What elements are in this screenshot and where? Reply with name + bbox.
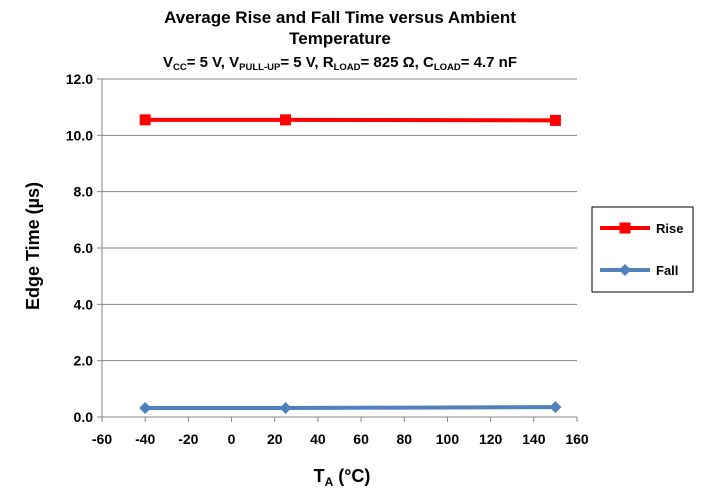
- x-tick-label: -20: [178, 431, 198, 447]
- legend-marker-rise: [619, 222, 631, 234]
- x-tick-label: 0: [228, 431, 236, 447]
- chart-conditions: VCC= 5 V, VPULL-UP= 5 V, RLOAD= 825 Ω, C…: [163, 54, 517, 73]
- data-point-fall: [549, 401, 562, 414]
- data-point-fall: [279, 401, 292, 414]
- y-tick-label: 0.0: [74, 409, 94, 425]
- y-tick-label: 10.0: [66, 127, 93, 143]
- x-tick-label: 20: [267, 431, 283, 447]
- data-point-rise: [549, 114, 561, 126]
- legend-marker-fall: [619, 264, 631, 276]
- x-tick-label: -60: [92, 431, 112, 447]
- series-line-fall: [145, 405, 556, 410]
- legend: Rise Fall: [591, 206, 694, 293]
- x-tick-label: 100: [436, 431, 460, 447]
- y-tick-labels: 0.0 2.0 4.0 6.0 8.0 10.0 12.0: [66, 71, 93, 425]
- chart-title-line1: Average Rise and Fall Time versus Ambien…: [164, 8, 516, 27]
- x-tick-label: 40: [310, 431, 326, 447]
- y-axis-title: Edge Time (µs): [23, 182, 43, 310]
- x-tick-label: 80: [396, 431, 412, 447]
- y-tick-label: 12.0: [66, 71, 93, 87]
- x-tick-label: 140: [522, 431, 546, 447]
- legend-box: [591, 206, 694, 293]
- data-point-fall: [139, 401, 152, 414]
- data-point-rise: [139, 114, 151, 126]
- x-tick-label: 160: [565, 431, 589, 447]
- chart-title-line2: Temperature: [289, 29, 391, 48]
- data-point-rise: [280, 114, 292, 126]
- x-axis-title: TA (°C): [314, 466, 371, 489]
- axes: [97, 78, 578, 422]
- legend-label-fall: Fall: [656, 263, 678, 278]
- x-tick-label: -40: [135, 431, 155, 447]
- series-layer: [139, 114, 562, 414]
- y-tick-label: 8.0: [74, 184, 94, 200]
- x-tick-label: 60: [353, 431, 369, 447]
- x-tick-labels: -60 -40 -20 0 20 40 60 80 100 120 140 160: [92, 431, 589, 447]
- series-line-rise: [145, 117, 556, 123]
- x-tick-label: 120: [479, 431, 503, 447]
- legend-label-rise: Rise: [656, 221, 683, 236]
- grid-lines: [102, 78, 577, 362]
- y-tick-label: 4.0: [74, 296, 94, 312]
- y-tick-label: 6.0: [74, 240, 94, 256]
- y-tick-label: 2.0: [74, 353, 94, 369]
